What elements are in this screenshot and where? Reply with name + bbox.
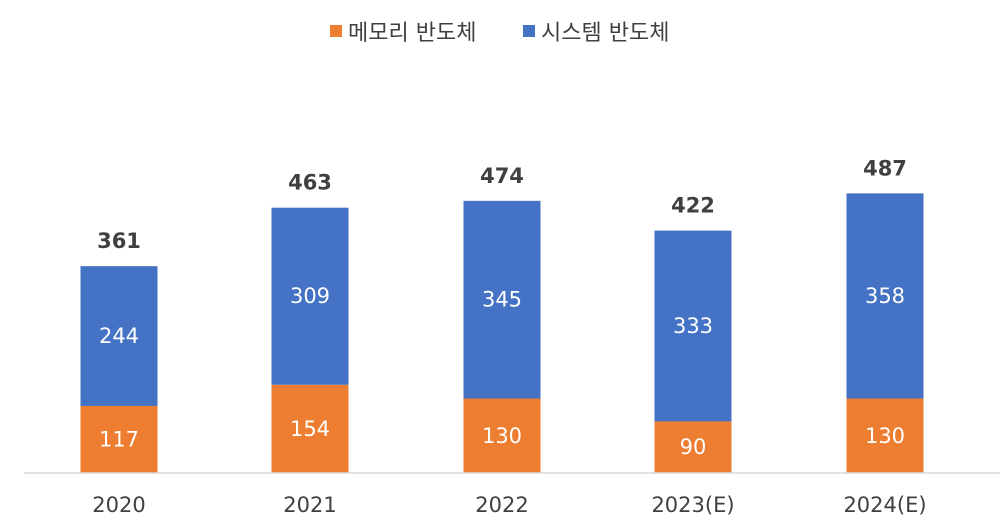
bar-segment-memory-3 [463, 398, 541, 473]
data-label-memory-1: 117 [99, 427, 139, 451]
data-label-memory-4: 90 [680, 435, 707, 459]
bars [80, 193, 924, 473]
bar-segment-memory-5 [846, 398, 924, 473]
data-label-system-5: 358 [865, 284, 905, 308]
legend-label-2: 시스템 반도체 [541, 21, 669, 46]
total-label-5: 487 [863, 156, 907, 180]
data-label-system-3: 345 [482, 288, 522, 312]
data-label-memory-5: 130 [865, 424, 905, 448]
total-label-4: 422 [671, 194, 715, 218]
category-label-2: 2021 [283, 493, 336, 517]
total-label-2: 463 [288, 171, 332, 195]
category-label-1: 2020 [92, 493, 145, 517]
data-label-system-1: 244 [99, 324, 139, 348]
legend-swatch-2 [523, 25, 535, 37]
bar-segment-system-1 [80, 266, 158, 406]
bar-segment-system-5 [846, 193, 924, 399]
category-label-3: 2022 [475, 493, 528, 517]
data-label-system-4: 333 [673, 314, 713, 338]
data-label-memory-2: 154 [290, 417, 330, 441]
category-label-4: 2023(E) [651, 493, 734, 517]
legend: 메모리 반도체 시스템 반도체 [330, 21, 669, 46]
legend-label-1: 메모리 반도체 [348, 21, 476, 46]
category-label-5: 2024(E) [843, 493, 926, 517]
bar-segment-memory-4 [654, 421, 732, 473]
bar-segment-memory-2 [271, 384, 349, 473]
total-label-1: 361 [97, 229, 141, 253]
bar-segment-memory-1 [80, 405, 158, 473]
legend-swatch-1 [330, 25, 342, 37]
data-label-system-2: 309 [290, 284, 330, 308]
bar-segment-system-4 [654, 230, 732, 422]
bar-segment-system-2 [271, 207, 349, 385]
labels: 117 244 361 2020 154 309 463 2021 130 345 474 2022 9… [92, 156, 926, 517]
bar-segment-system-3 [463, 200, 541, 399]
total-label-3: 474 [480, 164, 524, 188]
data-label-memory-3: 130 [482, 424, 522, 448]
